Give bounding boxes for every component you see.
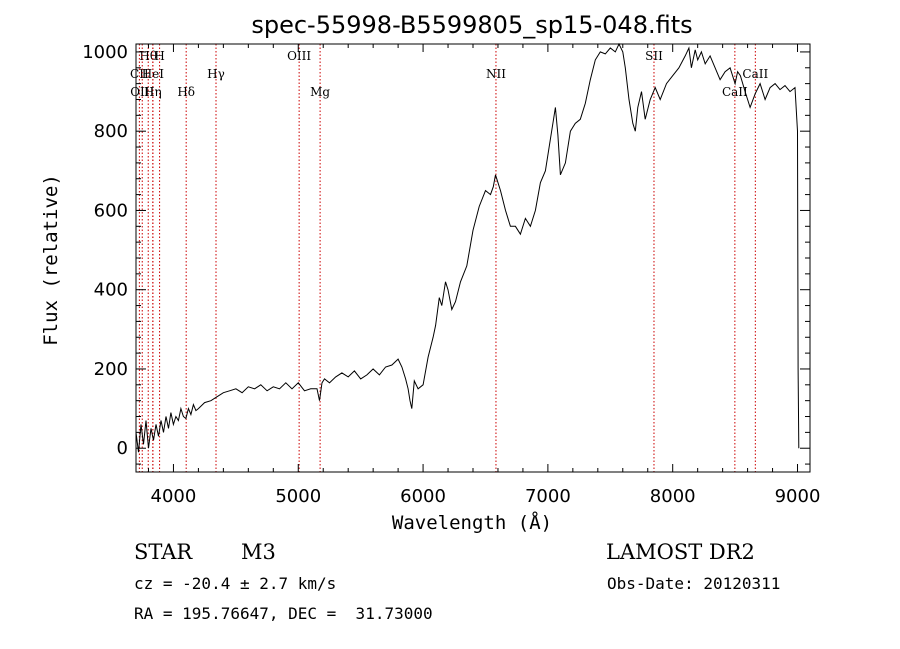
line-marker-label-2: CII bbox=[130, 67, 149, 81]
y-tick-label-400: 400 bbox=[94, 280, 128, 301]
spectrum-line bbox=[135, 42, 800, 453]
plot-frame bbox=[135, 43, 811, 473]
line-marker-label-9: Mg bbox=[310, 85, 330, 99]
line-marker-label-12: CaII bbox=[722, 85, 748, 99]
x-tick-label-8000: 8000 bbox=[650, 486, 696, 507]
y-axis-label: Flux (relative) bbox=[40, 174, 62, 346]
x-tick-label-4000: 4000 bbox=[151, 486, 197, 507]
line-marker-label-11: SII bbox=[645, 49, 663, 63]
x-tick-label-9000: 9000 bbox=[775, 486, 821, 507]
y-tick-label-1000: 1000 bbox=[82, 42, 128, 63]
object-subclass: M3 bbox=[241, 540, 276, 564]
line-marker-label-8: OIII bbox=[287, 49, 311, 63]
x-tick-label-7000: 7000 bbox=[525, 486, 571, 507]
line-marker-label-10: NII bbox=[486, 67, 506, 81]
survey-name: LAMOST DR2 bbox=[606, 540, 755, 564]
x-tick-label-5000: 5000 bbox=[275, 486, 321, 507]
object-class: STAR bbox=[134, 540, 193, 564]
x-tick-label-6000: 6000 bbox=[400, 486, 446, 507]
y-tick-label-0: 0 bbox=[117, 438, 128, 459]
y-tick-label-600: 600 bbox=[94, 200, 128, 221]
redshift-text: cz = -20.4 ± 2.7 km/s bbox=[134, 574, 337, 593]
line-marker-label-13: CaII bbox=[742, 67, 768, 81]
obs-date: Obs-Date: 20120311 bbox=[607, 574, 781, 593]
chart-title: spec-55998-B5599805_sp15-048.fits bbox=[251, 11, 692, 39]
line-marker-label-6: Hδ bbox=[177, 85, 195, 99]
y-tick-label-200: 200 bbox=[94, 359, 128, 380]
line-marker-label-1: H bbox=[154, 49, 164, 63]
line-marker-label-5: Hη bbox=[144, 85, 162, 99]
line-marker-label-7: Hγ bbox=[207, 67, 225, 81]
y-tick-label-800: 800 bbox=[94, 121, 128, 142]
x-axis-label: Wavelength (Å) bbox=[392, 511, 552, 534]
line-marker-label-3: HeI bbox=[142, 67, 165, 81]
coordinates: RA = 195.76647, DEC = 31.73000 bbox=[134, 604, 433, 623]
